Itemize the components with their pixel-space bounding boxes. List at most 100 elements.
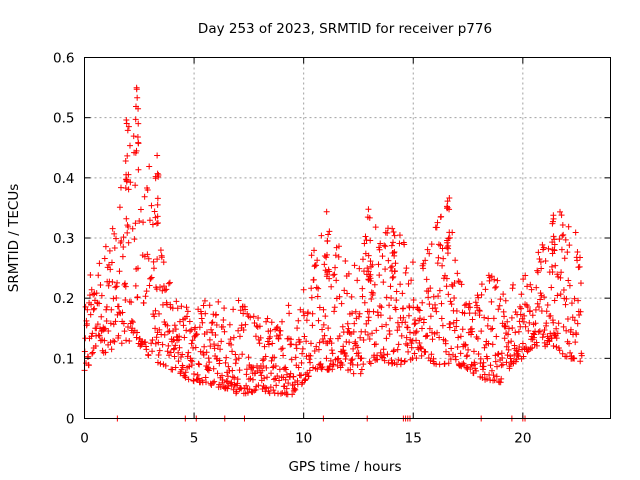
data-point bbox=[367, 271, 374, 278]
data-point bbox=[97, 282, 104, 289]
data-point bbox=[478, 328, 485, 335]
data-point bbox=[346, 339, 353, 346]
data-point bbox=[504, 318, 511, 325]
data-point bbox=[576, 263, 583, 270]
data-point bbox=[306, 356, 313, 363]
data-point bbox=[175, 358, 182, 365]
data-point bbox=[355, 313, 362, 320]
data-point bbox=[132, 282, 139, 289]
data-point bbox=[292, 354, 299, 361]
data-point bbox=[165, 280, 172, 287]
data-point bbox=[240, 327, 247, 334]
data-point bbox=[501, 335, 508, 342]
data-point bbox=[549, 220, 556, 227]
data-point bbox=[365, 252, 372, 259]
data-point bbox=[551, 297, 558, 304]
data-point bbox=[508, 338, 515, 345]
y-tick-label: 0.2 bbox=[53, 291, 74, 307]
data-point bbox=[451, 327, 458, 334]
data-point bbox=[503, 343, 510, 350]
data-point bbox=[384, 351, 391, 358]
data-point bbox=[112, 318, 119, 325]
data-point bbox=[292, 386, 299, 393]
data-point bbox=[364, 214, 371, 221]
data-point bbox=[229, 374, 236, 381]
data-point bbox=[367, 263, 374, 270]
data-point bbox=[122, 176, 129, 183]
data-point bbox=[223, 354, 230, 361]
data-point bbox=[453, 317, 460, 324]
data-point bbox=[566, 242, 573, 249]
data-point bbox=[356, 265, 363, 272]
data-point bbox=[214, 370, 221, 377]
data-point bbox=[263, 364, 270, 371]
data-point bbox=[357, 334, 364, 341]
data-point bbox=[562, 301, 569, 308]
data-point bbox=[118, 238, 125, 245]
data-point bbox=[156, 347, 163, 354]
data-point bbox=[220, 317, 227, 324]
data-point bbox=[171, 353, 178, 360]
data-point bbox=[304, 369, 311, 376]
data-point bbox=[478, 291, 485, 298]
data-point bbox=[483, 375, 490, 382]
data-point bbox=[484, 355, 491, 362]
data-point bbox=[400, 305, 407, 312]
data-point bbox=[110, 295, 117, 302]
data-point bbox=[287, 370, 294, 377]
data-point bbox=[565, 277, 572, 284]
data-point bbox=[396, 323, 403, 330]
data-point bbox=[571, 317, 578, 324]
data-point bbox=[418, 345, 425, 352]
data-point bbox=[153, 286, 160, 293]
data-point bbox=[411, 321, 418, 328]
data-point bbox=[101, 337, 108, 344]
data-point bbox=[428, 351, 435, 358]
data-point bbox=[294, 325, 301, 332]
data-points bbox=[81, 84, 585, 422]
data-point bbox=[442, 340, 449, 347]
data-point bbox=[267, 327, 274, 334]
data-point bbox=[280, 352, 287, 359]
data-point bbox=[420, 316, 427, 323]
data-point bbox=[123, 215, 130, 222]
data-point bbox=[234, 376, 241, 383]
data-point bbox=[181, 334, 188, 341]
data-point bbox=[209, 329, 216, 336]
data-point bbox=[383, 294, 390, 301]
data-point bbox=[93, 290, 100, 297]
data-point bbox=[390, 348, 397, 355]
data-point bbox=[205, 367, 212, 374]
data-point bbox=[535, 329, 542, 336]
data-point bbox=[545, 245, 552, 252]
data-point bbox=[537, 296, 544, 303]
data-point bbox=[387, 283, 394, 290]
data-point bbox=[270, 376, 277, 383]
data-point bbox=[445, 360, 452, 367]
data-point bbox=[232, 351, 239, 358]
data-point bbox=[410, 297, 417, 304]
data-point bbox=[109, 225, 116, 232]
data-point bbox=[268, 370, 275, 377]
data-point bbox=[194, 371, 201, 378]
data-point bbox=[462, 341, 469, 348]
data-point bbox=[264, 374, 271, 381]
data-point bbox=[89, 350, 96, 357]
data-point bbox=[436, 334, 443, 341]
data-point bbox=[369, 330, 376, 337]
data-point bbox=[157, 247, 164, 254]
data-point bbox=[283, 385, 290, 392]
data-point bbox=[107, 266, 114, 273]
data-point bbox=[155, 171, 162, 178]
data-point bbox=[122, 283, 129, 290]
data-point bbox=[544, 302, 551, 309]
data-point bbox=[95, 272, 102, 279]
data-point bbox=[528, 286, 535, 293]
data-point bbox=[400, 314, 407, 321]
data-point bbox=[171, 322, 178, 329]
data-point bbox=[466, 300, 473, 307]
data-point bbox=[206, 359, 213, 366]
data-point bbox=[257, 334, 264, 341]
data-point bbox=[380, 279, 387, 286]
data-point bbox=[88, 301, 95, 308]
